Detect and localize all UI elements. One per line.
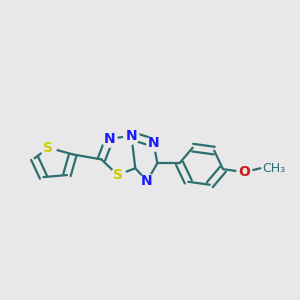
Text: S: S bbox=[112, 168, 123, 182]
Text: N: N bbox=[126, 129, 137, 143]
Text: O: O bbox=[238, 165, 250, 179]
Text: N: N bbox=[141, 174, 153, 188]
Text: S: S bbox=[44, 141, 53, 154]
Text: N: N bbox=[103, 132, 115, 146]
Text: N: N bbox=[148, 136, 159, 150]
Text: CH₃: CH₃ bbox=[262, 162, 285, 175]
